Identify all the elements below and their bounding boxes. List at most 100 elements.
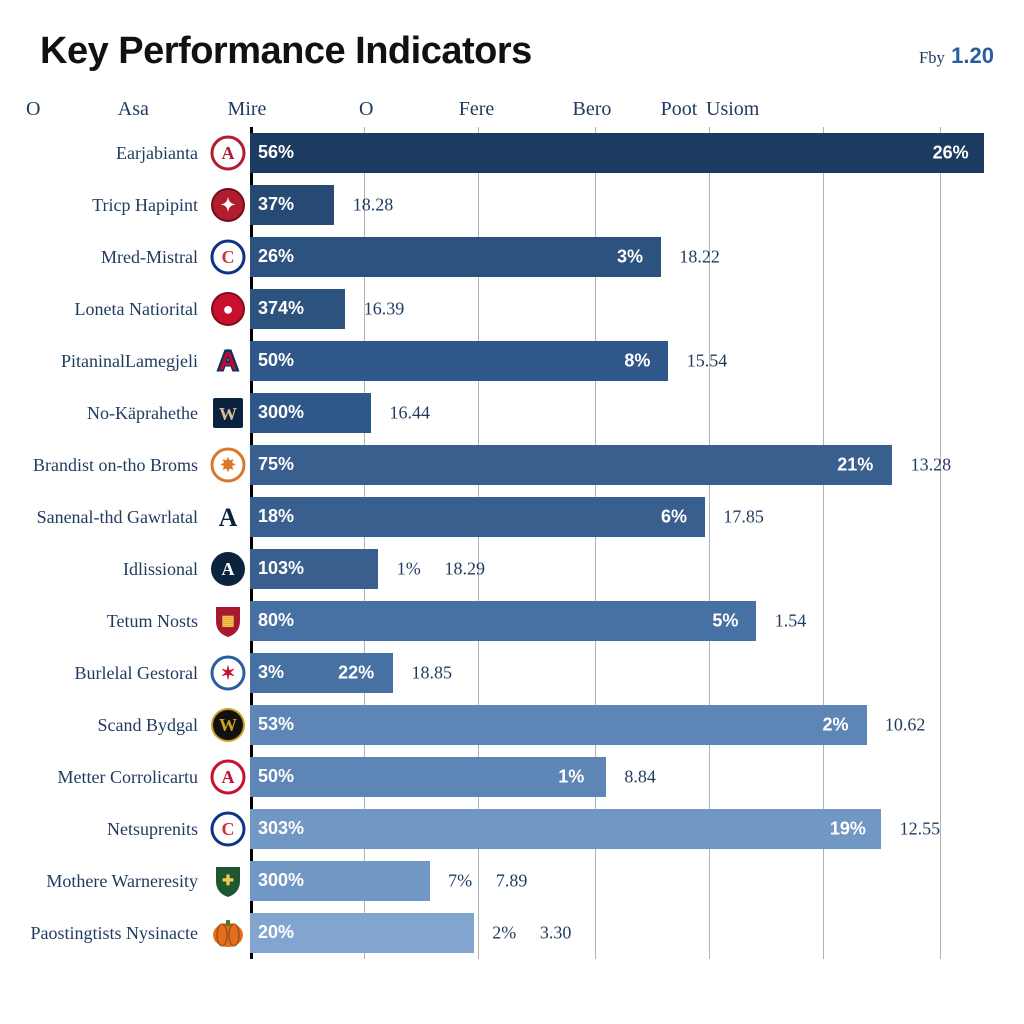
bar: 50% bbox=[250, 341, 668, 382]
crest-red-icon: ▦ bbox=[206, 603, 250, 639]
row-value: 1% bbox=[558, 767, 584, 788]
bar: 374% bbox=[250, 289, 345, 330]
row-label: Netsuprenits bbox=[20, 819, 206, 840]
bar-track: 18%6%17.85 bbox=[250, 491, 994, 543]
bar: 53% bbox=[250, 705, 867, 746]
column-header: Bero bbox=[573, 98, 612, 121]
pumpkin-icon bbox=[206, 915, 250, 951]
red-letter-a-icon: A bbox=[206, 759, 250, 795]
bar-percent: 50% bbox=[250, 766, 294, 787]
circle-emblem-red-icon: ✦ bbox=[206, 187, 250, 223]
bar: 300% bbox=[250, 861, 430, 902]
row-label: Burlelal Gestoral bbox=[20, 663, 206, 684]
bar-track: 103% 1% 18.29 bbox=[250, 543, 994, 595]
chart-row: NetsuprenitsC303%19%12.55 bbox=[20, 803, 994, 855]
svg-text:A: A bbox=[222, 143, 235, 163]
circle-emblem-blue-icon: ✶ bbox=[206, 655, 250, 691]
bar-percent: 3% bbox=[250, 662, 284, 683]
row-label: Mred-Mistral bbox=[20, 247, 206, 268]
row-label: Tetum Nosts bbox=[20, 611, 206, 632]
bar-track: 80% 5% 1.54 bbox=[250, 595, 994, 647]
svg-text:C: C bbox=[222, 247, 235, 267]
row-label: Scand Bydgal bbox=[20, 715, 206, 736]
row-value: 13.28 bbox=[911, 455, 952, 476]
chart-row: Loneta Natiorital ● 374% 16.39 bbox=[20, 283, 994, 335]
bar: 300% bbox=[250, 393, 371, 434]
chart-row: PitaninalLamegjeliAA50%8%15.54 bbox=[20, 335, 994, 387]
bar-percent: 20% bbox=[250, 922, 294, 943]
column-header: Fere bbox=[459, 98, 495, 121]
bar: 37% bbox=[250, 185, 334, 226]
bar: 50% bbox=[250, 757, 606, 798]
row-label: Loneta Natiorital bbox=[20, 299, 206, 320]
chart-row: Mothere Warneresity✚300%7%7.89 bbox=[20, 855, 994, 907]
bar-percent: 53% bbox=[250, 714, 294, 735]
svg-text:A: A bbox=[219, 503, 238, 532]
row-value: 26% bbox=[933, 143, 969, 164]
subtitle-prefix: Fby bbox=[919, 48, 945, 67]
row-value: 1% bbox=[397, 559, 421, 580]
bold-a-navy-icon: A bbox=[206, 551, 250, 587]
row-value: 8% bbox=[624, 351, 650, 372]
svg-text:✸: ✸ bbox=[219, 455, 236, 475]
column-header: Mire bbox=[228, 98, 267, 121]
svg-text:▦: ▦ bbox=[221, 612, 234, 628]
row-value: 16.44 bbox=[389, 403, 430, 424]
circle-seal-red-icon: ● bbox=[206, 291, 250, 327]
bar-track: 75%21%13.28 bbox=[250, 439, 994, 491]
row-value: 7.89 bbox=[496, 871, 528, 892]
bar-track: 50% 1% 8.84 bbox=[250, 751, 994, 803]
bar-percent: 18% bbox=[250, 506, 294, 527]
bar: 56% bbox=[250, 133, 984, 174]
bar-percent: 80% bbox=[250, 610, 294, 631]
bar-track: 26%3%18.22 bbox=[250, 231, 994, 283]
chart-row: Burlelal Gestoral✶3%22%18.85 bbox=[20, 647, 994, 699]
bar: 303% bbox=[250, 809, 881, 850]
bar-percent: 56% bbox=[250, 142, 294, 163]
svg-text:✦: ✦ bbox=[220, 195, 235, 215]
row-value: 5% bbox=[712, 611, 738, 632]
chart-row: Tetum Nosts ▦ 80% 5% 1.54 bbox=[20, 595, 994, 647]
row-value: 22% bbox=[338, 663, 374, 684]
bar-percent: 26% bbox=[250, 246, 294, 267]
svg-text:✚: ✚ bbox=[222, 872, 234, 888]
svg-text:✶: ✶ bbox=[220, 663, 235, 683]
chart-row: Brandist on-tho Broms ✸ 75%21%13.28 bbox=[20, 439, 994, 491]
bar: 20% bbox=[250, 913, 474, 954]
circle-letter-red-icon: A bbox=[206, 135, 250, 171]
svg-text:●: ● bbox=[223, 299, 234, 319]
column-header: Usiom bbox=[706, 98, 759, 121]
row-value: 1.54 bbox=[775, 611, 807, 632]
row-label: Earjabianta bbox=[20, 143, 206, 164]
chart-row: Tricp Hapipint✦37%18.28 bbox=[20, 179, 994, 231]
row-label: Paostingtists Nysinacte bbox=[20, 923, 206, 944]
row-value: 3% bbox=[617, 247, 643, 268]
cubs-c-icon: C bbox=[206, 811, 250, 847]
row-label: Brandist on-tho Broms bbox=[20, 455, 206, 476]
row-label: Idlissional bbox=[20, 559, 206, 580]
bar: 75% bbox=[250, 445, 892, 486]
row-value: 16.39 bbox=[364, 299, 405, 320]
row-value: 18.29 bbox=[445, 559, 486, 580]
column-headers: OAsaMireOFereBeroPootUsiom bbox=[20, 91, 994, 127]
row-label: Tricp Hapipint bbox=[20, 195, 206, 216]
row-value: 10.62 bbox=[885, 715, 926, 736]
shield-green-icon: ✚ bbox=[206, 863, 250, 899]
row-value: 2% bbox=[823, 715, 849, 736]
row-value: 8.84 bbox=[624, 767, 656, 788]
bar-track: 3%22%18.85 bbox=[250, 647, 994, 699]
bar-track: 53% 2% 10.62 bbox=[250, 699, 994, 751]
chart-row: No-KäprahetheW300%16.44 bbox=[20, 387, 994, 439]
subtitle: Fby 1.20 bbox=[919, 43, 994, 69]
row-value: 7% bbox=[448, 871, 472, 892]
bar-percent: 300% bbox=[250, 870, 304, 891]
row-label: Sanenal-thd Gawrlatal bbox=[20, 507, 206, 528]
row-value: 15.54 bbox=[687, 351, 728, 372]
svg-text:W: W bbox=[219, 404, 237, 424]
chart-row: Mred-MistralC26%3%18.22 bbox=[20, 231, 994, 283]
svg-text:A: A bbox=[219, 346, 238, 376]
column-header: Poot bbox=[661, 98, 698, 121]
bar-percent: 37% bbox=[250, 194, 294, 215]
bar: 103% bbox=[250, 549, 378, 590]
chart-row: Metter CorrolicartuA50%1%8.84 bbox=[20, 751, 994, 803]
